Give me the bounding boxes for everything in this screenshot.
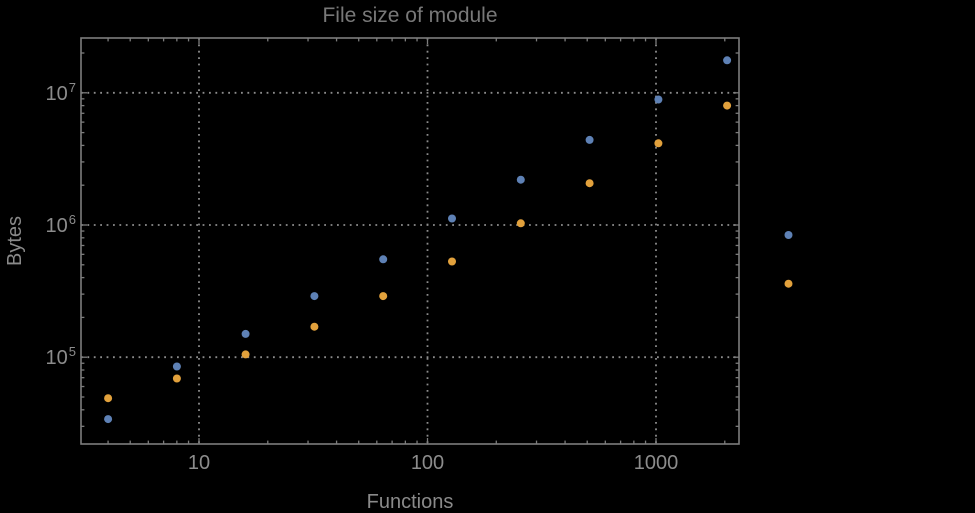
y-axis-label: Bytes <box>4 215 26 267</box>
y-tick-exponent: 7 <box>68 79 76 95</box>
data-point-orange <box>172 374 181 383</box>
x-axis-label: Functions <box>366 491 454 513</box>
data-point-orange <box>310 322 319 331</box>
data-point-blue <box>448 214 456 223</box>
y-tick-exponent: 5 <box>68 344 76 360</box>
data-point-blue <box>723 56 732 65</box>
y-tick-label: 105 <box>45 344 76 370</box>
y-tick-base: 10 <box>45 82 68 105</box>
data-point-blue <box>104 415 113 424</box>
data-point-blue <box>784 231 793 239</box>
y-tick-label: 106 <box>45 212 76 238</box>
y-tick-label: 107 <box>45 80 76 106</box>
data-point-orange <box>241 350 250 359</box>
data-point-blue <box>172 362 181 371</box>
data-point-blue <box>585 135 594 144</box>
data-point-orange <box>654 139 663 148</box>
data-point-orange <box>784 279 793 288</box>
data-point-orange <box>448 257 456 266</box>
data-point-orange <box>723 101 732 110</box>
x-tick-label: 1000 <box>633 452 679 474</box>
x-tick-label: 100 <box>410 452 445 474</box>
plot-frame <box>80 37 740 445</box>
data-point-blue <box>241 329 250 338</box>
data-point-blue <box>516 175 525 184</box>
x-tick-label: 10 <box>187 452 211 474</box>
data-point-blue <box>379 255 388 264</box>
chart-title: File size of module <box>322 4 498 27</box>
y-tick-base: 10 <box>45 347 68 370</box>
y-tick-exponent: 6 <box>68 212 76 227</box>
data-point-orange <box>379 292 388 301</box>
data-point-orange <box>104 394 113 403</box>
data-point-orange <box>516 219 525 228</box>
data-point-blue <box>654 95 663 104</box>
data-point-blue <box>310 292 319 301</box>
data-point-orange <box>585 179 594 188</box>
y-tick-base: 10 <box>45 215 68 237</box>
